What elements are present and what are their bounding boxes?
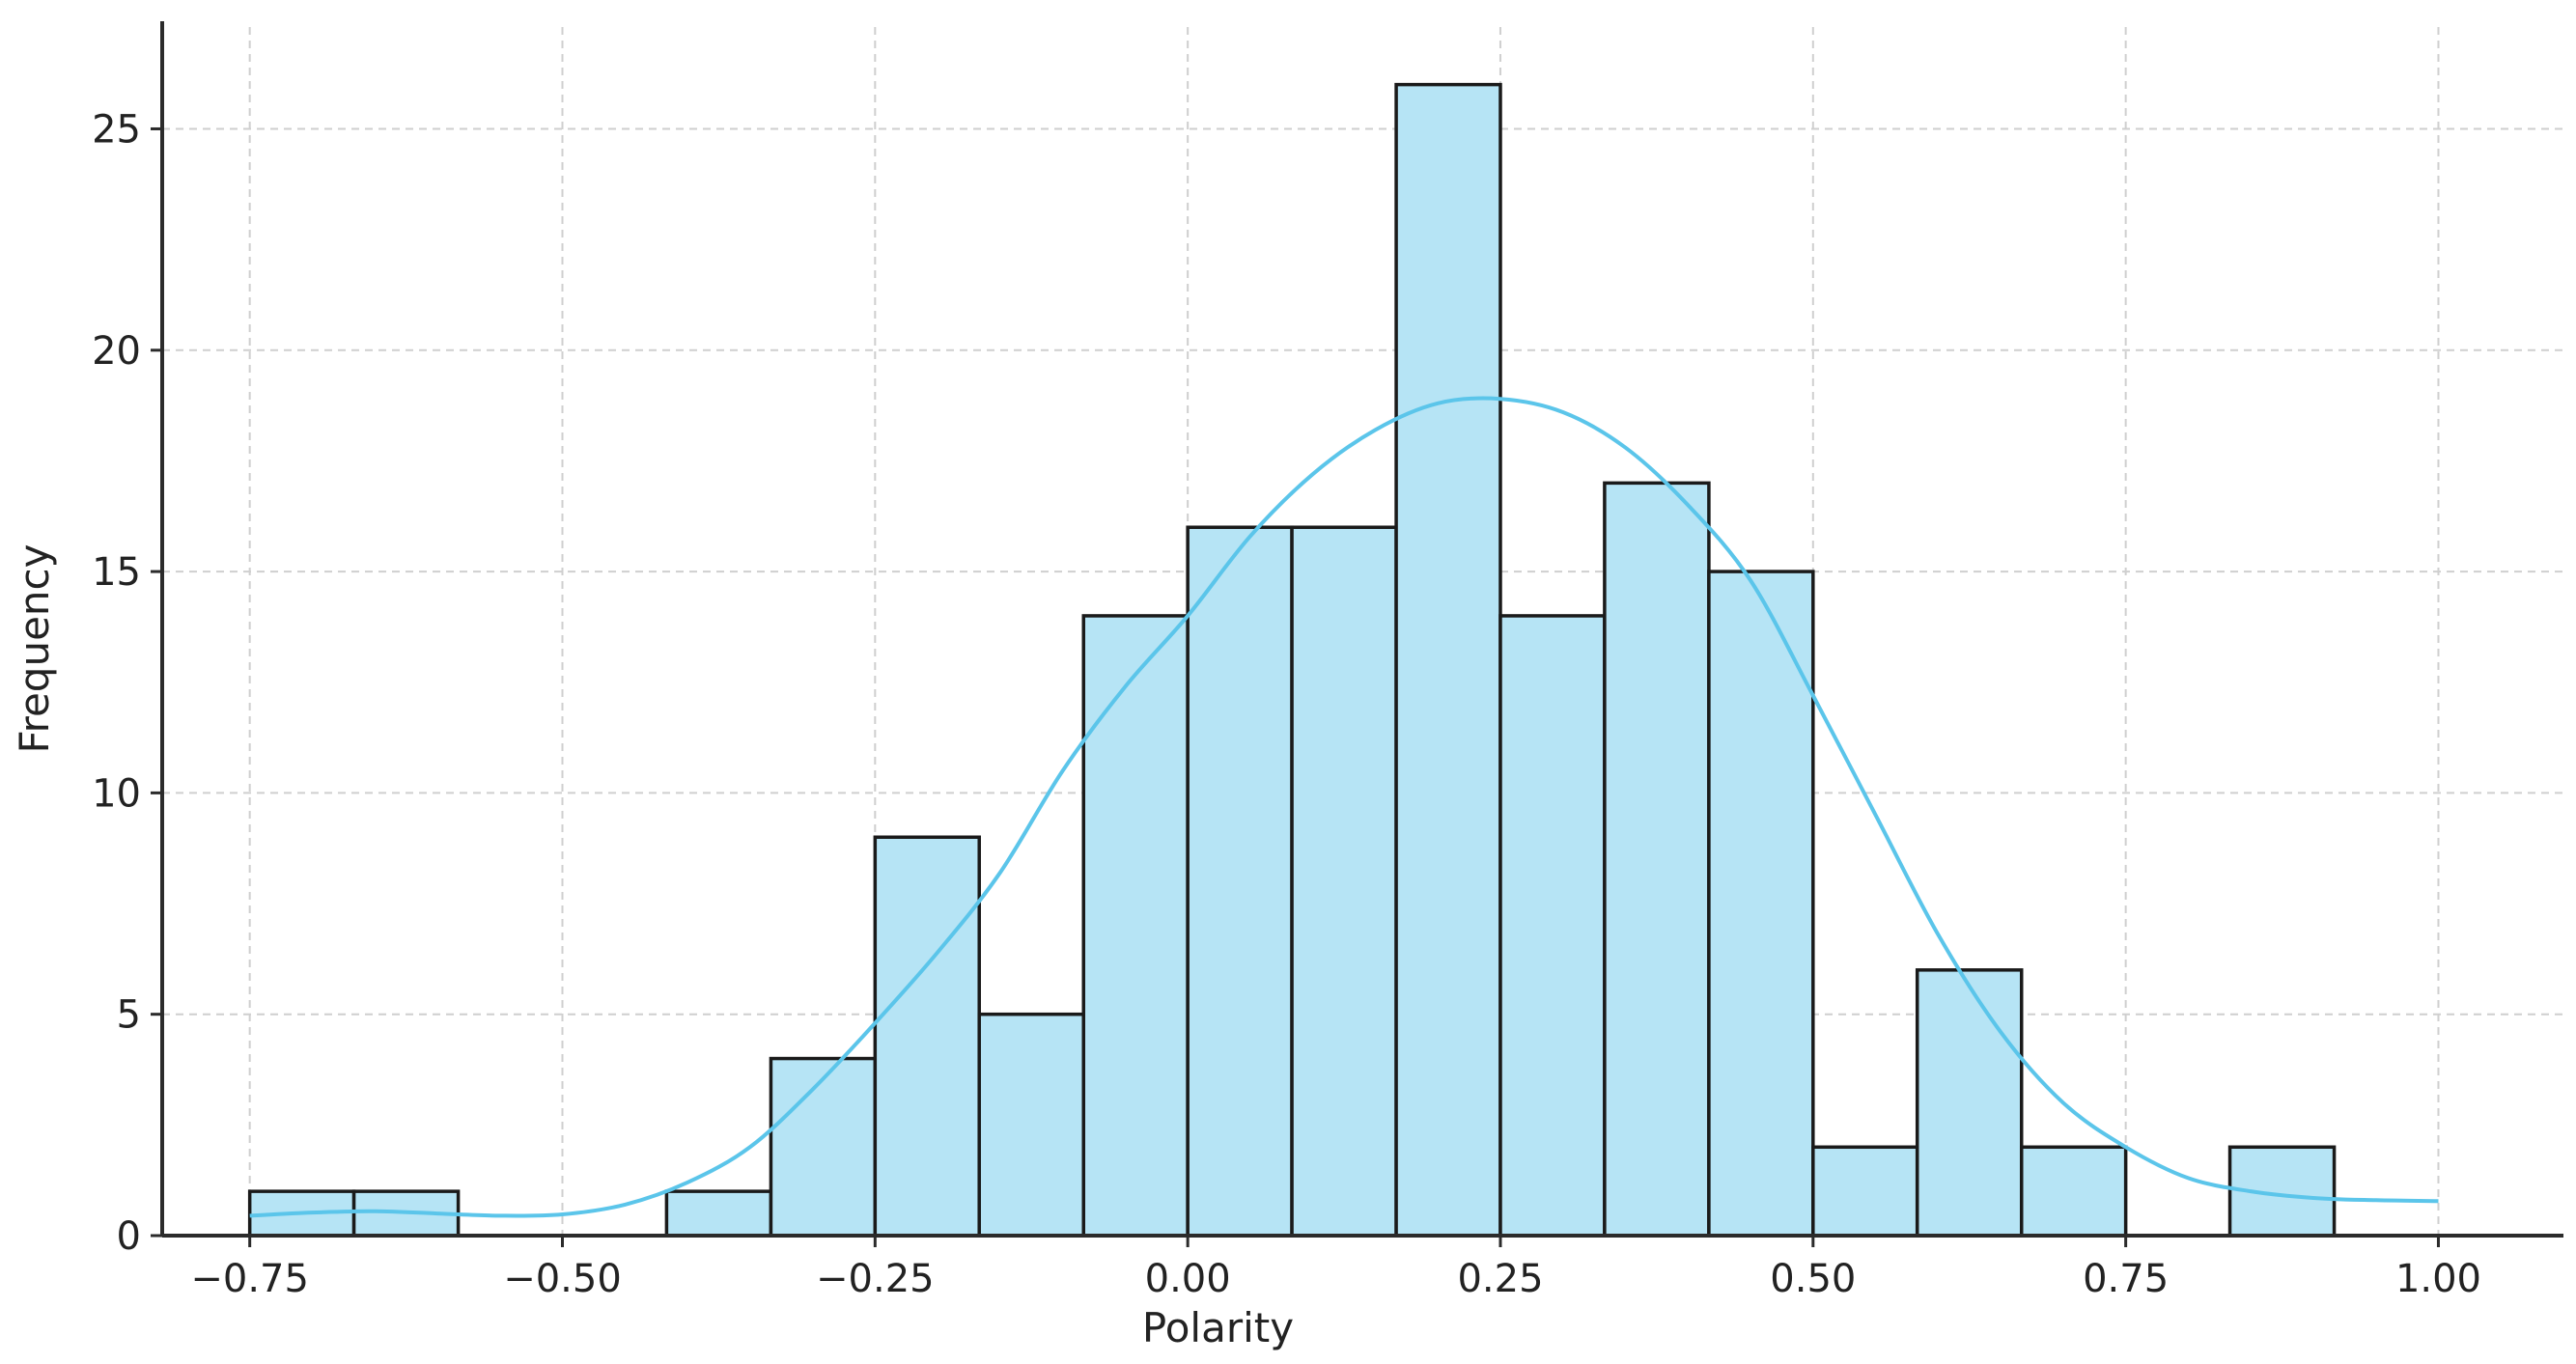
x-axis-label: Polarity: [1142, 1304, 1294, 1351]
x-tick-label: 0.25: [1457, 1257, 1543, 1301]
x-tick-label: 1.00: [2395, 1257, 2481, 1301]
y-tick-label: 5: [117, 993, 141, 1038]
ticks-layer: −0.75 −0.50 −0.25 0.00 0.25 0.50 0.75 1.00 0 5 10 1…: [92, 107, 2481, 1301]
x-tick-label: 0.50: [1770, 1257, 1856, 1301]
x-tick-label: −0.25: [816, 1257, 935, 1301]
histogram-bar: [1811, 1145, 1919, 1238]
histogram-bar: [873, 835, 981, 1238]
histogram-bar: [769, 1056, 878, 1238]
histogram-bar: [1498, 614, 1607, 1238]
histogram-bar: [664, 1189, 773, 1238]
histogram-bar: [1081, 614, 1190, 1238]
y-axis-label: Frequency: [11, 544, 58, 754]
histogram-bar: [1290, 525, 1398, 1238]
histogram-bar: [1915, 968, 2024, 1238]
y-tick-label: 10: [92, 771, 141, 816]
histogram-bar: [1707, 570, 1815, 1238]
x-tick-label: 0.75: [2083, 1257, 2169, 1301]
x-tick-label: 0.00: [1145, 1257, 1231, 1301]
y-tick-label: 15: [92, 550, 141, 595]
histogram-bar: [1394, 82, 1502, 1238]
x-tick-label: −0.75: [190, 1257, 309, 1301]
histogram-bar: [1186, 525, 1294, 1238]
histogram-bar: [977, 1012, 1086, 1238]
x-tick-label: −0.50: [503, 1257, 622, 1301]
y-tick-label: 25: [92, 107, 141, 152]
histogram-bar: [2019, 1145, 2128, 1238]
histogram-bar: [2227, 1145, 2337, 1238]
kde-curve: [249, 396, 2439, 1218]
y-tick-label: 20: [92, 329, 141, 374]
kde-layer: [249, 396, 2439, 1218]
y-tick-label: 0: [117, 1214, 141, 1259]
histogram-bar: [1603, 481, 1711, 1238]
